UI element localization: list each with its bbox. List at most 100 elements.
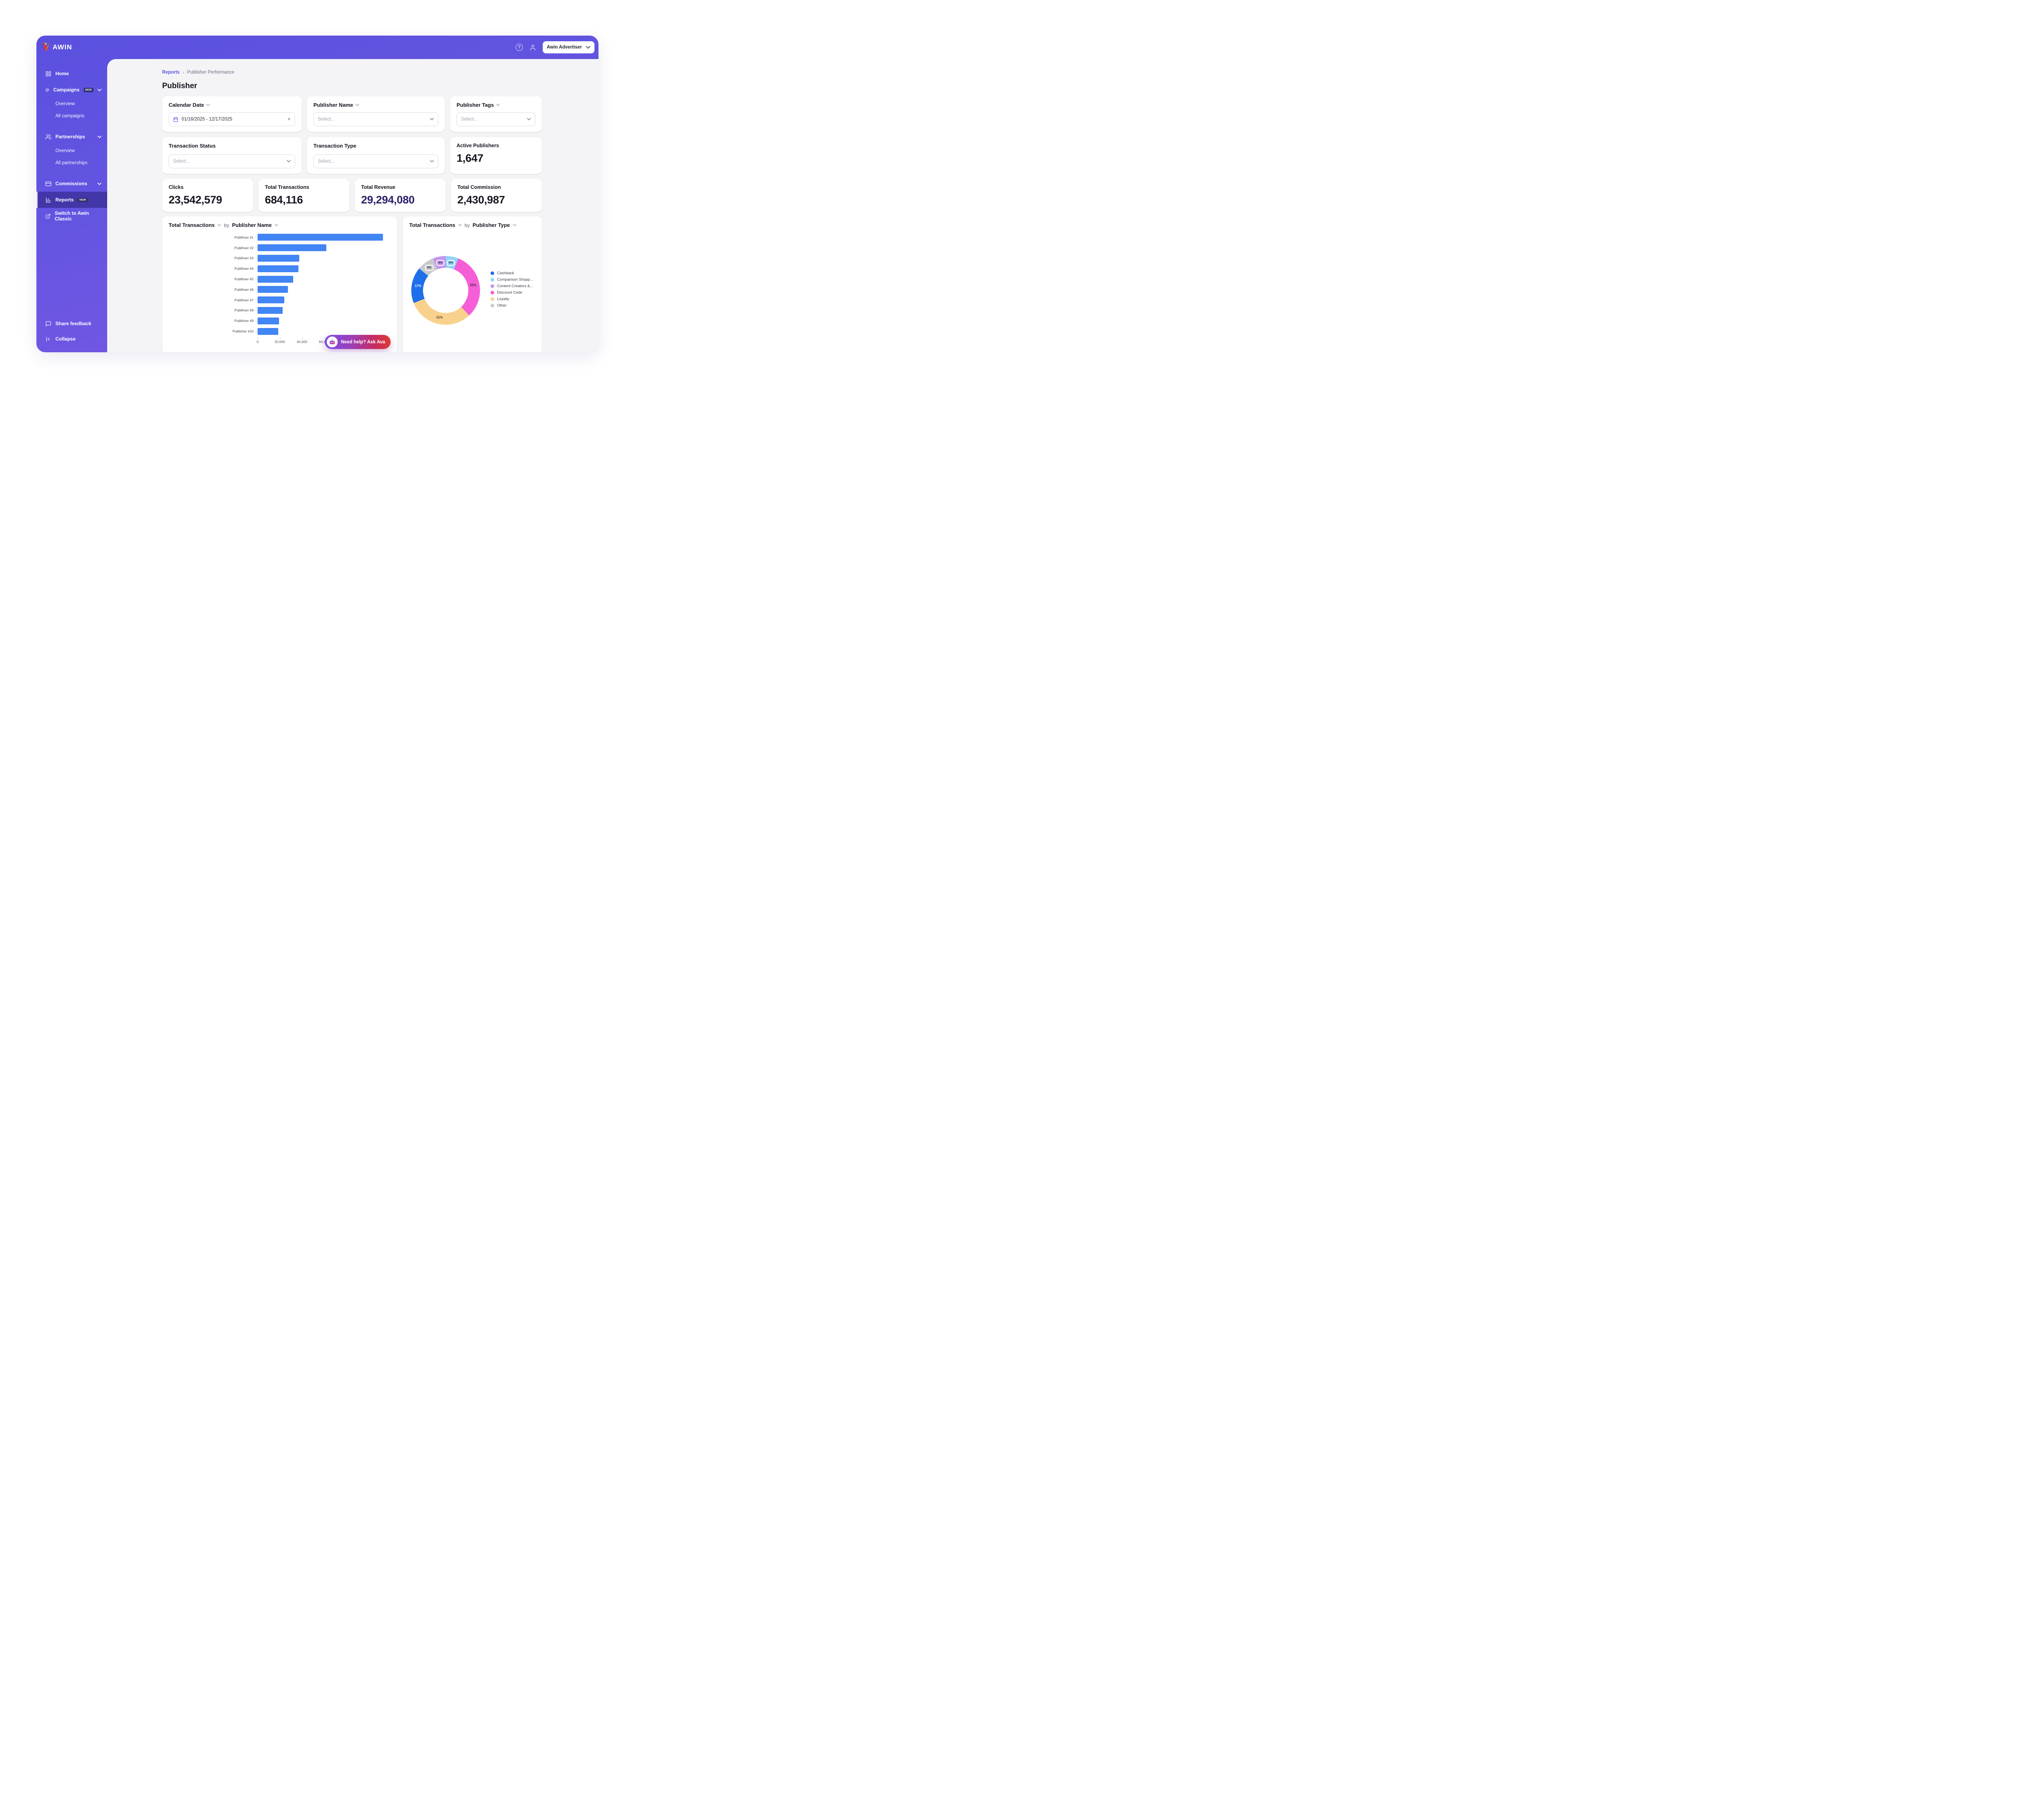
bar[interactable] <box>258 244 326 252</box>
transaction-type-label-row: Transaction Type <box>313 143 438 149</box>
total-revenue-label: Total Revenue <box>361 184 396 190</box>
select-placeholder: Select... <box>173 159 190 164</box>
x-axis-tick-label: 40,000 <box>296 339 307 344</box>
ava-robot-icon <box>330 339 335 345</box>
bar[interactable] <box>258 307 283 314</box>
sidebar-item-partnerships[interactable]: Partnerships <box>36 129 107 145</box>
bar-track <box>258 265 391 272</box>
chevron-down-icon[interactable] <box>513 224 516 226</box>
chevron-down-icon[interactable] <box>97 182 102 185</box>
bar[interactable] <box>258 234 383 241</box>
donut-chart[interactable] <box>411 256 480 325</box>
ava-chat-button[interactable]: Need help? Ask Ava <box>325 335 391 349</box>
chevron-down-icon[interactable] <box>97 89 102 91</box>
share-feedback-button[interactable]: Share feedback <box>36 316 107 331</box>
sidebar-divider <box>36 169 107 176</box>
account-switcher-button[interactable]: Awin Advertiser <box>543 41 594 53</box>
total-transactions-value: 684,116 <box>265 194 303 206</box>
sidebar-subitem-label: Overview <box>55 102 75 106</box>
transaction-status-select[interactable]: Select... <box>169 154 295 168</box>
donut-chart-metric-dropdown[interactable]: Total Transactions <box>409 222 455 228</box>
bar-row: Publihser #7 <box>169 295 391 305</box>
new-badge: NEW <box>78 197 88 202</box>
legend-item[interactable]: Content Creators &... <box>491 283 533 289</box>
sidebar-item-label: Switch to Awin Classic <box>55 210 89 222</box>
chevron-down-icon[interactable] <box>496 104 500 106</box>
bar[interactable] <box>258 328 278 335</box>
bar-track <box>258 286 391 293</box>
bar[interactable] <box>258 286 288 293</box>
bar[interactable] <box>258 317 279 324</box>
legend-item[interactable]: Cashback <box>491 270 533 276</box>
legend-item[interactable]: Comparison Shopp... <box>491 276 533 283</box>
bar-chart-metric-dropdown[interactable]: Total Transactions <box>169 222 215 228</box>
breadcrumb-reports-link[interactable]: Reports <box>162 70 180 75</box>
page-title: Publisher <box>162 82 197 90</box>
sidebar-item-all-partnerships[interactable]: All partnerships <box>36 157 107 169</box>
sidebar-item-switch-classic[interactable]: Switch to Awin Classic <box>36 208 107 224</box>
publisher-tags-select[interactable]: Select... <box>457 112 535 126</box>
total-commission-card: Total Commission 2,430,987 <box>451 179 542 212</box>
donut-segment-label: 17% <box>415 284 421 288</box>
publisher-name-select[interactable]: Select... <box>313 112 438 126</box>
bar[interactable] <box>258 265 299 272</box>
clear-date-icon[interactable]: ✕ <box>287 117 291 122</box>
sidebar-item-partnerships-overview[interactable]: Overview <box>36 145 107 157</box>
chevron-down-icon <box>527 117 531 122</box>
bar-row: Publihser #3 <box>169 253 391 264</box>
publisher-tags-label: Publisher Tags <box>457 102 494 108</box>
chevron-down-icon[interactable] <box>206 104 210 106</box>
total-transactions-card: Total Transactions 684,116 <box>258 179 349 212</box>
sidebar-subitem-label: All partnerships <box>55 161 88 165</box>
kpi-row: Clicks 23,542,579 Total Transactions 684… <box>162 179 542 212</box>
bar-row: Publisher #10 <box>169 326 391 336</box>
total-commission-value: 2,430,987 <box>457 194 505 206</box>
bar-category-label: Publisher #10 <box>233 329 254 334</box>
sidebar-item-home[interactable]: Home <box>36 66 107 82</box>
chevron-down-icon[interactable] <box>458 224 462 226</box>
bar-row: Publihser #2 <box>169 243 391 253</box>
x-axis-tick-label: 60,000 <box>319 339 330 344</box>
legend-item[interactable]: Loyalty <box>491 296 533 302</box>
total-revenue-value: 29,294,080 <box>361 194 415 206</box>
transaction-type-select[interactable]: Select... <box>313 154 438 168</box>
bar-track <box>258 307 391 314</box>
chevron-down-icon[interactable] <box>275 224 278 226</box>
legend-item[interactable]: Other <box>491 302 533 309</box>
donut-chart-dimension-dropdown[interactable]: Publisher Type <box>472 222 510 228</box>
home-grid-icon <box>46 71 51 76</box>
charts-row: Total Transactions by Publisher Name Pub… <box>162 216 542 352</box>
collapse-button[interactable]: Collapse <box>36 331 107 347</box>
active-publishers-card: Active Publishers 1,647 <box>450 137 542 174</box>
legend-label: Comparison Shopp... <box>497 277 533 282</box>
filters-row-2: Transaction Status Select... Transaction… <box>162 137 542 174</box>
legend-item[interactable]: Discount Code <box>491 289 533 296</box>
chevron-down-icon <box>586 46 590 49</box>
sidebar-item-all-campaigns[interactable]: All campaigns <box>36 110 107 122</box>
sidebar-item-campaigns-overview[interactable]: Overview <box>36 98 107 110</box>
calendar-date-input[interactable]: 01/16/2025 - 12/17/2025 ✕ <box>169 112 295 126</box>
chevron-down-icon[interactable] <box>218 224 221 226</box>
sidebar-item-reports[interactable]: Reports NEW <box>36 192 107 208</box>
x-axis-tick <box>324 337 325 339</box>
sidebar-item-commissions[interactable]: Commissions <box>36 176 107 192</box>
bar-category-label: Publihser #7 <box>234 298 254 302</box>
donut-segment-label: 32% <box>470 283 476 287</box>
help-icon[interactable]: ? <box>516 44 523 51</box>
chevron-down-icon[interactable] <box>97 135 102 138</box>
bar[interactable] <box>258 296 284 304</box>
donut-segment-label: 31% <box>436 315 443 320</box>
bar-chart-dimension-dropdown[interactable]: Publisher Name <box>232 222 272 228</box>
y-axis-tick <box>255 331 257 332</box>
chevron-down-icon[interactable] <box>355 104 360 106</box>
bar[interactable] <box>258 275 293 283</box>
user-icon[interactable] <box>529 44 536 51</box>
bar[interactable] <box>258 254 299 262</box>
clicks-card: Clicks 23,542,579 <box>162 179 253 212</box>
bar-category-label: Publihser #1 <box>234 235 254 239</box>
donut-segment-label: 6% <box>437 260 444 265</box>
bar-category-label: Publihser #8 <box>234 308 254 313</box>
sidebar-item-campaigns[interactable]: Campaigns NEW <box>36 82 107 98</box>
partnerships-users-icon <box>45 134 51 140</box>
select-placeholder: Select... <box>318 117 335 122</box>
